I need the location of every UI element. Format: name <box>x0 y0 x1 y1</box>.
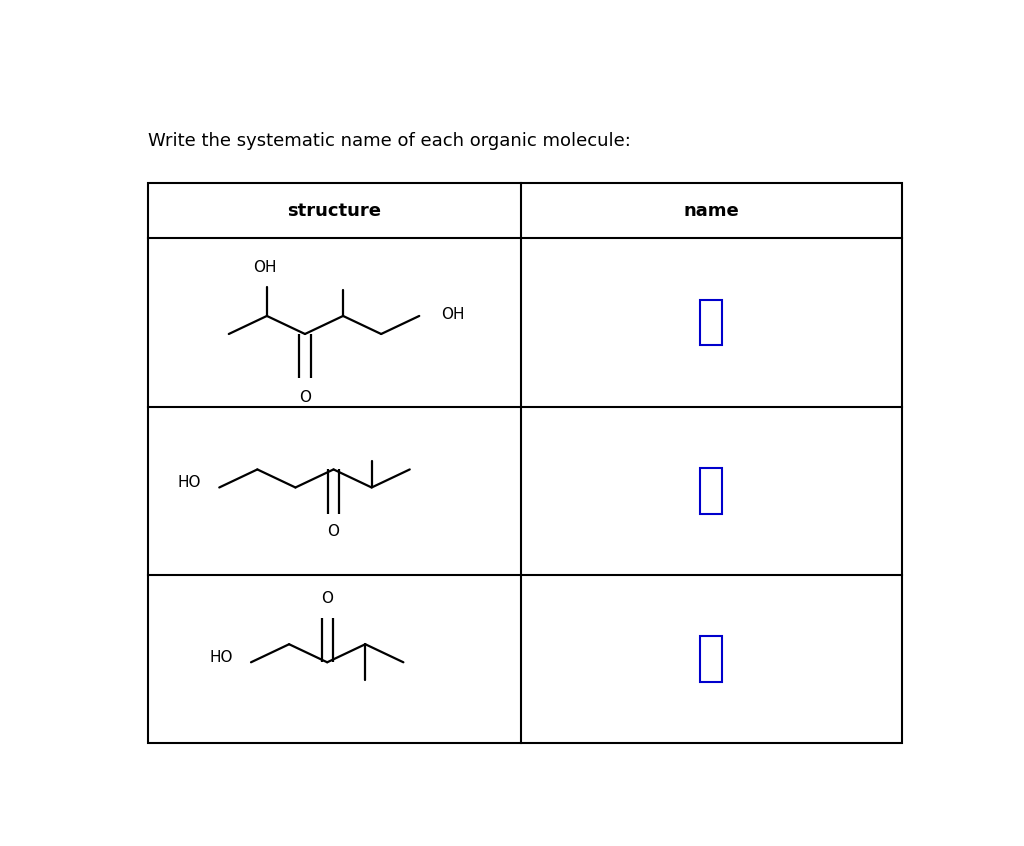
Text: O: O <box>328 525 340 540</box>
Text: HO: HO <box>177 475 201 490</box>
Text: OH: OH <box>441 307 464 322</box>
Text: OH: OH <box>254 261 278 275</box>
Text: O: O <box>322 591 333 606</box>
Text: Write the systematic name of each organic molecule:: Write the systematic name of each organi… <box>147 132 631 150</box>
Text: HO: HO <box>209 650 232 665</box>
Text: O: O <box>299 390 311 405</box>
Text: name: name <box>683 201 739 220</box>
Text: structure: structure <box>288 201 381 220</box>
